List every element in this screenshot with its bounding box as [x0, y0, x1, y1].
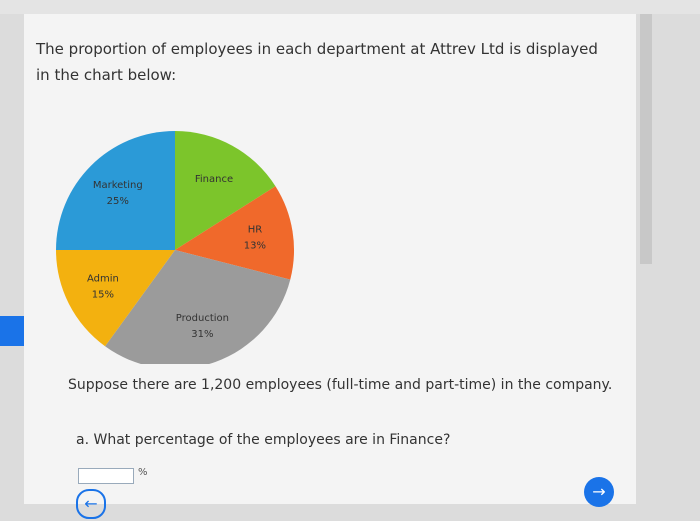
slice-value-label: 13% [244, 240, 266, 251]
pie-slice [56, 131, 175, 250]
pie-chart: Finance HR 13% Production 31% Admin 15% Marketi… [56, 131, 294, 364]
back-button[interactable]: ← [76, 489, 106, 519]
slice-label: Finance [195, 174, 233, 185]
pie-slice [175, 186, 294, 280]
slice-value-label: 15% [92, 290, 114, 301]
pie-slice [105, 250, 291, 364]
slice-label: Marketing [93, 180, 143, 191]
context-text: Suppose there are 1,200 employees (full-… [68, 377, 613, 393]
intro-text: The proportion of employees in each depa… [36, 40, 598, 84]
slice-value-label: 31% [191, 329, 213, 340]
pie-slice [175, 131, 276, 250]
answer-unit: % [138, 467, 148, 478]
answer-input[interactable] [78, 468, 134, 484]
slice-label: Production [176, 313, 229, 324]
scrollbar[interactable] [640, 14, 652, 264]
pie-slice [56, 250, 175, 347]
slice-value-label: 25% [107, 196, 129, 207]
question-panel: The proportion of employees in each depa… [24, 14, 636, 519]
top-bar [0, 0, 700, 14]
side-tab[interactable] [0, 316, 24, 346]
slice-label: Admin [87, 274, 119, 285]
next-button[interactable]: → [584, 477, 614, 507]
slice-label: HR [248, 224, 263, 235]
question-text: a. What percentage of the employees are … [76, 432, 451, 448]
